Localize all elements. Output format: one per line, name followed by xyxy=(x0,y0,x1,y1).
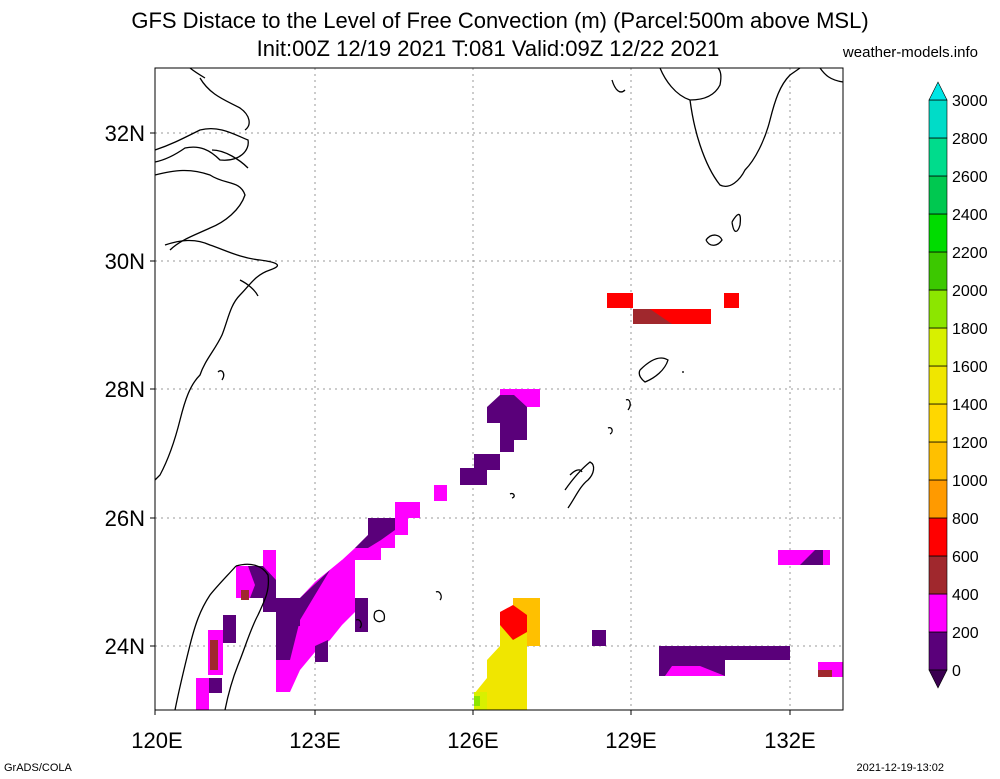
shade-cell xyxy=(276,560,355,672)
colorbar-max-triangle xyxy=(928,81,948,101)
lat-tick-label: 28N xyxy=(105,377,145,402)
colorbar-segment xyxy=(928,631,948,671)
shade-cell xyxy=(818,670,832,677)
footer-timestamp: 2021-12-19-13:02 xyxy=(856,762,944,774)
lon-tick-label: 123E xyxy=(289,728,340,753)
colorbar-segment xyxy=(928,555,948,595)
colorbar-label: 2000 xyxy=(952,283,988,300)
colorbar-label: 2400 xyxy=(952,207,988,224)
site-credit: weather-models.info xyxy=(842,44,978,61)
shade-cell xyxy=(633,309,672,324)
colorbar-segment xyxy=(928,213,948,253)
shade-cell xyxy=(474,454,500,470)
colorbar-segment xyxy=(928,327,948,367)
lat-tick-label: 26N xyxy=(105,506,145,531)
lon-axis: 120E 123E 126E 129E 132E xyxy=(131,710,816,753)
lat-axis: 32N 30N 28N 26N 24N xyxy=(105,121,155,659)
colorbar-segment xyxy=(928,175,948,215)
lon-tick-label: 126E xyxy=(447,728,498,753)
colorbar-label: 1000 xyxy=(952,473,988,490)
colorbar-segment xyxy=(928,403,948,443)
lon-tick-label: 129E xyxy=(605,728,656,753)
shade-cell xyxy=(395,502,420,518)
colorbar-label: 1600 xyxy=(952,359,988,376)
colorbar-segment xyxy=(928,593,948,633)
shade-cell xyxy=(607,293,633,308)
colorbar: 3000280026002400220020001800160014001200… xyxy=(928,81,988,689)
shade-cell xyxy=(487,395,527,452)
colorbar-label: 1800 xyxy=(952,321,988,338)
shade-cell xyxy=(210,640,218,670)
lfc-shading xyxy=(196,293,843,710)
lon-tick-label: 132E xyxy=(764,728,815,753)
colorbar-label: 400 xyxy=(952,587,979,604)
colorbar-segment xyxy=(928,251,948,291)
colorbar-segment xyxy=(928,441,948,481)
colorbar-min-triangle xyxy=(928,669,948,689)
lat-tick-label: 24N xyxy=(105,634,145,659)
shade-cell xyxy=(196,678,209,710)
shade-cell xyxy=(241,590,249,600)
shade-cell xyxy=(209,678,222,693)
shade-cell xyxy=(434,485,447,501)
map-panel xyxy=(154,67,844,711)
shade-cell xyxy=(724,293,739,308)
colorbar-segment xyxy=(928,99,948,139)
colorbar-label: 0 xyxy=(952,663,961,680)
colorbar-label: 2600 xyxy=(952,169,988,186)
shade-cell xyxy=(800,550,823,565)
shade-cell xyxy=(223,615,236,643)
shade-cell xyxy=(276,570,330,660)
colorbar-label: 2800 xyxy=(952,131,988,148)
colorbar-label: 2200 xyxy=(952,245,988,262)
shade-cell xyxy=(659,646,790,676)
lat-tick-label: 32N xyxy=(105,121,145,146)
colorbar-label: 3000 xyxy=(952,93,988,110)
colorbar-segment xyxy=(928,137,948,177)
lat-tick-label: 30N xyxy=(105,249,145,274)
shade-cell xyxy=(315,640,328,662)
shade-cell xyxy=(355,518,395,548)
colorbar-segment xyxy=(928,365,948,405)
lon-tick-label: 120E xyxy=(131,728,182,753)
colorbar-segment xyxy=(928,289,948,329)
chart-title-line2: Init:00Z 12/19 2021 T:081 Valid:09Z 12/2… xyxy=(256,36,720,61)
shade-cell xyxy=(276,598,300,626)
colorbar-segment xyxy=(928,479,948,519)
colorbar-label: 200 xyxy=(952,625,979,642)
shade-cell xyxy=(500,605,527,640)
shade-cell xyxy=(592,630,606,646)
colorbar-label: 800 xyxy=(952,511,979,528)
shade-cell xyxy=(236,566,255,598)
colorbar-segment xyxy=(928,517,948,557)
coastlines xyxy=(154,67,844,711)
colorbar-label: 600 xyxy=(952,549,979,566)
shade-cell xyxy=(460,468,487,485)
chart-title-line1: GFS Distace to the Level of Free Convect… xyxy=(131,8,869,33)
colorbar-label: 1400 xyxy=(952,397,988,414)
shade-cell xyxy=(474,696,480,706)
colorbar-label: 1200 xyxy=(952,435,988,452)
footer-software: GrADS/COLA xyxy=(4,762,72,774)
shade-cell xyxy=(355,598,368,632)
